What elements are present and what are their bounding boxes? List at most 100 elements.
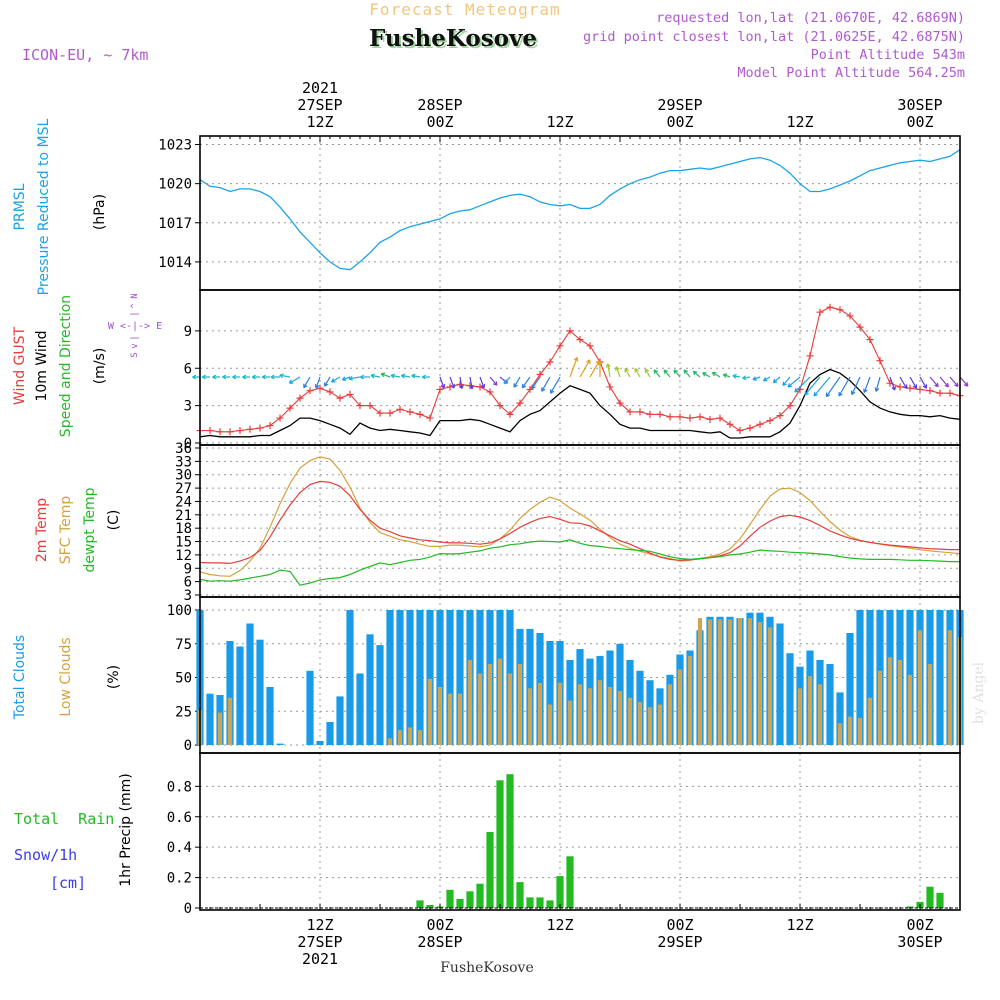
wind10-label: 10m Wind: [34, 330, 50, 401]
wind-dir-arrow: [772, 376, 781, 384]
low-cloud-bar: [917, 630, 923, 746]
wind-dir-arrow: [550, 376, 561, 394]
wind-gust-marker: [306, 387, 314, 395]
low-cloud-bar: [677, 669, 683, 745]
low-cloud-bar: [707, 619, 713, 745]
wind-gust-marker: [486, 388, 494, 396]
product-title: Forecast Meteogram: [369, 0, 560, 19]
wind-dir-arrow: [251, 374, 260, 380]
location-title: FusheKosove: [369, 25, 537, 52]
panel-1: 0 3 6 9: [184, 290, 969, 452]
closest-coords: grid point closest lon,lat (21.0625E, 42…: [583, 29, 965, 45]
y-tick-label: 0.8: [167, 779, 192, 795]
y-tick-label: 1020: [158, 177, 192, 193]
total-cloud-bar: [936, 610, 944, 745]
wind-gust-marker: [526, 385, 534, 393]
wind-dir-arrow: [874, 376, 881, 392]
low-cloud-bar: [817, 684, 823, 746]
wind-dir-arrow: [692, 370, 701, 378]
low-cloud-bar: [667, 684, 673, 746]
wind-gust-marker: [686, 414, 694, 422]
low-cloud-bar: [717, 619, 723, 745]
panels: 1014101710201023036936912151821242730333…: [158, 79, 969, 968]
y-tick-label: 18: [175, 521, 192, 537]
y-tick-label: 24: [175, 494, 192, 510]
bottom-time-label: 30SEP: [897, 933, 942, 951]
low-cloud-bar: [767, 627, 773, 745]
total-cloud-bar: [376, 645, 384, 745]
wind-labels: Wind GUST 10m Wind Speed and Direction (…: [12, 293, 162, 437]
wind-gust-marker: [696, 413, 704, 421]
c-unit-label: (C): [106, 510, 122, 531]
bottom-time-label: 29SEP: [657, 933, 702, 951]
wind-gust-marker: [726, 420, 734, 428]
wind-dir-arrow: [949, 376, 959, 388]
total-cloud-bar: [776, 623, 784, 745]
wind-dir-arrow: [939, 376, 949, 388]
low-cloud-bar: [537, 682, 543, 745]
wind-gust-marker: [216, 428, 224, 436]
wind-dir-arrow: [348, 375, 361, 381]
top-time-label: 30SEP: [897, 96, 942, 114]
top-time-label: 29SEP: [657, 96, 702, 114]
wind-dir-arrow: [261, 374, 270, 380]
wind-gust-marker: [576, 336, 584, 344]
wind-dir-arrow: [711, 371, 721, 378]
low-cloud-bar: [567, 700, 573, 745]
low-cloud-bar: [397, 730, 403, 745]
low-cloud-bar: [807, 676, 813, 745]
low-cloud-bar: [737, 618, 743, 745]
snow-label: Snow/1h: [14, 846, 77, 864]
wind-dir-arrow: [683, 369, 691, 378]
wind-dir-arrow: [232, 374, 240, 380]
y-tick-label: 36: [175, 441, 192, 457]
low-cloud-bar: [597, 680, 603, 745]
low-cloud-bar: [897, 660, 903, 745]
wind-gust-marker: [416, 410, 424, 418]
rain-bar: [466, 891, 474, 908]
y-tick-label: 12: [175, 548, 192, 564]
wind-gust-marker: [206, 427, 214, 435]
pressure-labels: PRMSL Pressure Reduced to MSL (hPa): [12, 118, 108, 295]
total-cloud-bar: [316, 741, 324, 745]
wind-gust-marker: [786, 402, 794, 410]
wind-gust-marker: [736, 427, 744, 435]
wind-gust-marker: [396, 405, 404, 413]
y-tick-label: 27: [175, 481, 192, 497]
low-cloud-bar: [627, 697, 633, 746]
wind-gust-marker: [826, 303, 834, 311]
total-cloud-bar: [366, 634, 374, 745]
compass-down: v: [130, 343, 140, 348]
wind10-line: [199, 368, 961, 439]
compass-bar-top: |: [130, 311, 140, 316]
total-cloud-bar: [436, 610, 444, 745]
wind-dir-arrow: [341, 376, 351, 381]
y-tick-label: 21: [175, 508, 192, 524]
y-tick-label: 0: [184, 738, 192, 754]
y-tick-label: 1014: [158, 255, 192, 271]
wind-dir-arrow: [303, 376, 311, 389]
wind-dir-arrow: [503, 376, 511, 385]
pct-unit-label: (%): [106, 665, 122, 689]
low-cloud-bar: [417, 730, 423, 745]
wind-dir-arrow: [279, 373, 291, 379]
top-time-label: 28SEP: [417, 96, 462, 114]
model-name: ICON-EU, ~ 7km: [22, 46, 148, 64]
rain-bar: [496, 780, 504, 909]
wind-gust-marker: [896, 383, 904, 391]
wind-gust-marker: [246, 425, 254, 433]
low-cloud-bar: [857, 718, 863, 745]
wind-dir-arrow: [469, 376, 474, 390]
snow-unit-label: [cm]: [50, 874, 86, 892]
prmsl-desc-label: Pressure Reduced to MSL: [36, 118, 52, 295]
top-time-label: 00Z: [906, 113, 933, 131]
dewpt-line: [199, 539, 960, 586]
wind-gust-marker: [426, 414, 434, 422]
total-cloud-bar: [396, 610, 404, 745]
footer-location: FusheKosove: [440, 960, 534, 976]
low-cloud-bar: [467, 660, 473, 745]
wind-gust-marker: [626, 408, 634, 416]
compass-bar-bottom: |: [130, 335, 140, 340]
wind-dir-arrow: [863, 376, 871, 393]
